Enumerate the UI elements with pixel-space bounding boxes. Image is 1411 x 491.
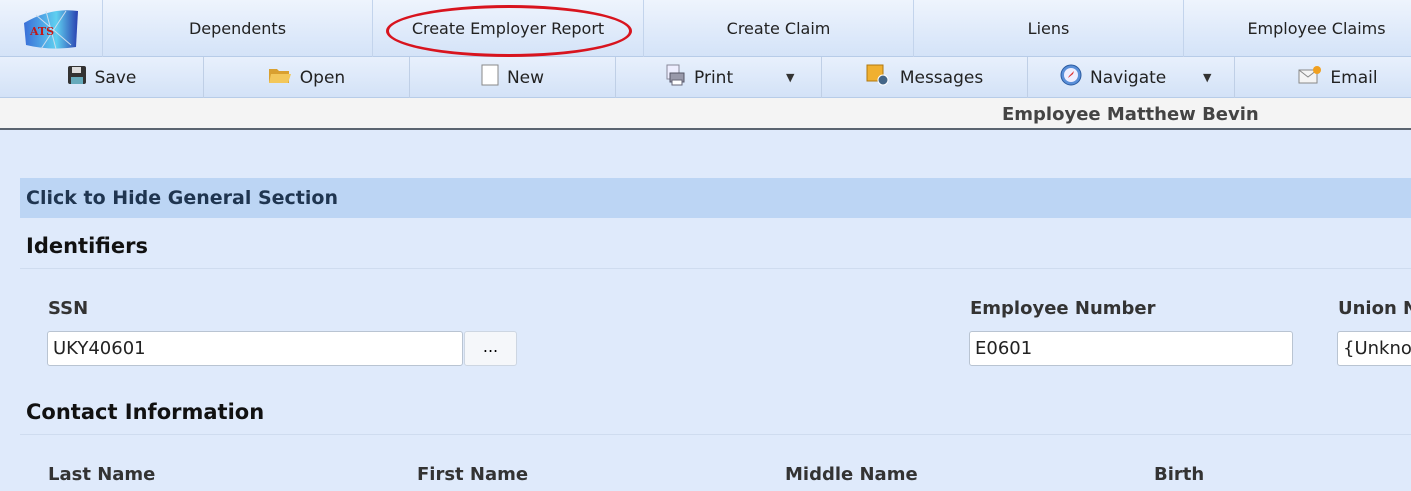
tab-employee-claims[interactable]: Employee Claims (1183, 0, 1411, 57)
tab-liens[interactable]: Liens (913, 0, 1183, 57)
toggle-general-section[interactable]: Click to Hide General Section (20, 178, 1411, 218)
ssn-lookup-button[interactable]: ... (464, 331, 517, 366)
employee-number-input[interactable]: E0601 (969, 331, 1293, 366)
union-label: Union N (1338, 298, 1411, 319)
record-title-bar: Employee Matthew Bevin (0, 98, 1411, 130)
save-button[interactable]: Save (0, 57, 204, 98)
new-document-icon (481, 64, 499, 91)
employee-number-label: Employee Number (970, 298, 1156, 319)
new-button[interactable]: New (410, 57, 616, 98)
toolbar: Save Open New Print ▼ Messages Navigate ▼ … (0, 57, 1411, 98)
ssn-input[interactable]: UKY40601 (47, 331, 463, 366)
print-button[interactable]: Print ▼ (616, 57, 822, 98)
last-name-label: Last Name (48, 464, 156, 485)
messages-icon (866, 64, 892, 91)
save-label: Save (94, 67, 137, 88)
middle-name-label: Middle Name (785, 464, 918, 485)
record-title: Employee Matthew Bevin (1002, 104, 1259, 125)
chevron-down-icon[interactable]: ▼ (786, 71, 795, 84)
union-select[interactable]: {Unkno (1337, 331, 1411, 366)
ats-logo[interactable]: ATS (0, 0, 102, 57)
navigate-button[interactable]: Navigate ▼ (1028, 57, 1235, 98)
email-button[interactable]: Email (1235, 57, 1411, 98)
email-label: Email (1330, 67, 1378, 88)
chevron-down-icon[interactable]: ▼ (1203, 71, 1212, 84)
first-name-label: First Name (417, 464, 529, 485)
new-label: New (506, 67, 545, 88)
folder-icon (268, 66, 292, 89)
messages-label: Messages (899, 67, 984, 88)
svg-text:ATS: ATS (29, 25, 54, 38)
birth-label: Birth (1154, 464, 1205, 485)
email-icon (1298, 65, 1322, 90)
contact-information-heading: Contact Information (26, 400, 265, 424)
open-button[interactable]: Open (204, 57, 410, 98)
top-tab-bar: ATS Dependents Create Employer Report Cr… (0, 0, 1411, 57)
identifiers-heading: Identifiers (26, 234, 148, 258)
tab-create-employer-report[interactable]: Create Employer Report (372, 0, 643, 57)
save-icon (67, 65, 87, 90)
divider (20, 268, 1411, 269)
messages-button[interactable]: Messages (822, 57, 1028, 98)
open-label: Open (299, 67, 346, 88)
print-icon (664, 64, 686, 91)
compass-icon (1060, 64, 1082, 91)
navigate-label: Navigate (1090, 67, 1167, 88)
divider (20, 434, 1411, 435)
print-label: Print (694, 67, 734, 88)
ssn-label: SSN (48, 298, 89, 319)
tab-dependents[interactable]: Dependents (102, 0, 372, 57)
tab-create-claim[interactable]: Create Claim (643, 0, 913, 57)
